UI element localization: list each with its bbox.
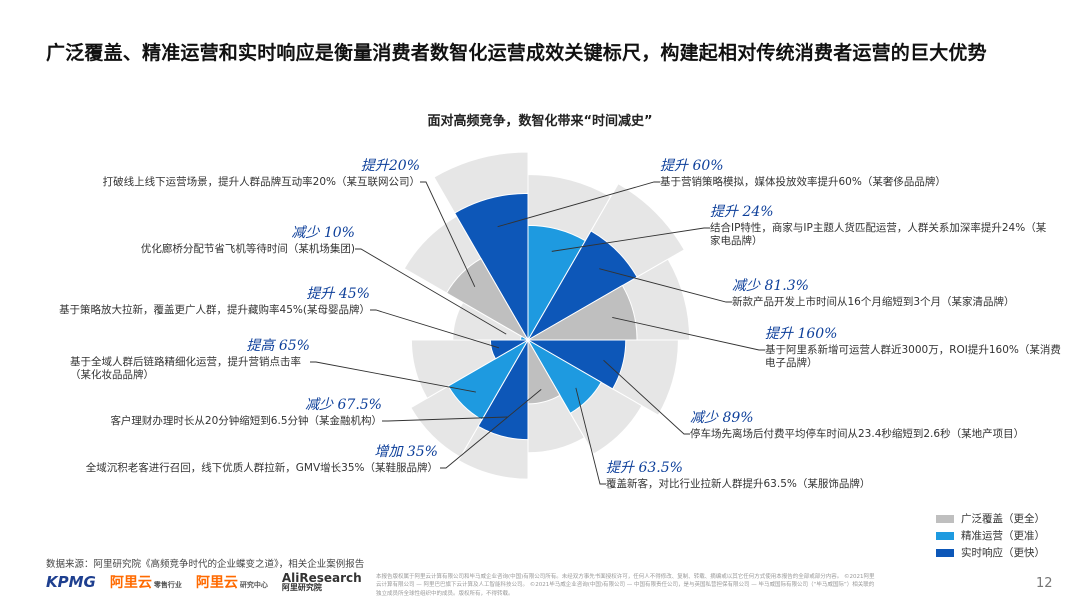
aliresearch-logo-sub: 阿里研究院 <box>281 583 322 592</box>
annotation-desc: 停车场先离场后付费平均停车时间从23.4秒缩短到2.6秒（某地产项目） <box>690 427 1025 440</box>
aliyun-logo: 阿里云 零售行业 <box>110 572 182 592</box>
annotation-6: 增加 35% 全域沉积老客进行召回，线下优质人群拉新，GMV增长35%（某鞋服品… <box>86 444 438 475</box>
annotation-desc: 客户理财办理时长从20分钟缩短到6.5分钟（某金融机构） <box>110 414 382 427</box>
leader-line-8 <box>310 361 476 393</box>
data-sector-4 <box>526 339 627 390</box>
annotation-desc: 基于策略放大拉新，覆盖更广人群，提升藏购率45%(某母婴品牌） <box>59 303 370 316</box>
page-headline: 广泛覆盖、精准运营和实时响应是衡量消费者数智化运营成效关键标尺，构建起相对传统消… <box>46 42 987 64</box>
annotation-2: 减少 81.3% 新款产品开发上市时间从16个月缩短到3个月（某家清品牌） <box>732 278 1015 309</box>
annotation-value: 减少 67.5% <box>305 397 382 413</box>
leader-line-10 <box>355 248 507 335</box>
annotation-9: 提升 45% 基于策略放大拉新，覆盖更广人群，提升藏购率45%(某母婴品牌） <box>59 286 370 317</box>
annotation-desc: 新款产品开发上市时间从16个月缩短到3个月（某家清品牌） <box>732 295 1015 308</box>
annotation-7: 减少 67.5% 客户理财办理时长从20分钟缩短到6.5分钟（某金融机构） <box>110 397 382 428</box>
annotation-10: 减少 10% 优化廊桥分配节省飞机等待时间（某机场集团) <box>141 225 355 256</box>
annotation-value: 提升 45% <box>306 286 370 302</box>
legend-item-precision: 精准运营（更准） <box>936 527 1045 544</box>
chart-title: 面对高频竞争，数智化带来“时间减史” <box>427 114 653 129</box>
leader-line-0 <box>497 181 660 228</box>
annotation-5: 提升 63.5% 覆盖新客，对比行业拉新人群提升63.5%（某服饰品牌） <box>606 460 870 491</box>
aliyun-research-logo-sub: 研究中心 <box>239 581 268 589</box>
annotation-value: 提升20% <box>360 158 420 174</box>
annotation-11: 提升20% 打破线上线下运营场景，提升人群品牌互动率20%（某互联网公司） <box>103 158 420 189</box>
leader-line-11 <box>420 181 476 288</box>
page-number: 12 <box>1036 576 1053 591</box>
data-sector-9 <box>489 339 530 360</box>
leader-line-7 <box>382 416 508 422</box>
data-sector-7 <box>477 338 529 441</box>
legend-item-realtime: 实时响应（更快） <box>936 544 1045 561</box>
annotation-desc: 打破线上线下运营场景，提升人群品牌互动率20%（某互联网公司） <box>102 175 420 188</box>
data-sector-0 <box>453 192 529 342</box>
legal-notice: 本报告版权属于阿里云计算有限公司和毕马威企业咨询(中国)有限公司所有。未经双方事… <box>376 574 875 597</box>
annotation-value: 提升 63.5% <box>606 460 683 476</box>
leader-line-3 <box>612 316 765 351</box>
legend-label: 实时响应（更快） <box>961 547 1045 559</box>
legend-swatch <box>936 548 954 557</box>
annotation-3: 提升 160% 基于阿里系新增可运营人群近3000万，ROI提升160%（某消费… <box>765 326 1065 370</box>
aliyun-logo-sub: 零售行业 <box>153 581 182 589</box>
data-sector-5 <box>526 338 602 414</box>
annotation-4: 减少 89% 停车场先离场后付费平均停车时间从23.4秒缩短到2.6秒（某地产项… <box>690 410 1024 441</box>
leader-line-6 <box>440 389 542 469</box>
annotation-0: 提升 60% 基于营销策略模拟，媒体投放效率提升60%（某奢侈品品牌） <box>660 158 946 189</box>
aliresearch-logo-text: AliResearch <box>281 571 362 585</box>
annotation-desc: 覆盖新客，对比行业拉新人群提升63.5%（某服饰品牌） <box>606 477 871 490</box>
aliresearch-logo: AliResearch 阿里研究院 <box>282 572 362 592</box>
annotation-value: 提高 65% <box>246 338 310 354</box>
legend-item-coverage: 广泛覆盖（更全） <box>936 510 1045 527</box>
aliyun-research-logo-text: 阿里云 <box>195 575 238 591</box>
annotation-value: 增加 35% <box>374 444 438 460</box>
annotation-desc: 优化廊桥分配节省飞机等待时间（某机场集团) <box>140 242 355 255</box>
legend-label: 广泛覆盖（更全） <box>961 513 1045 525</box>
annotation-value: 提升 60% <box>660 158 724 174</box>
annotation-value: 提升 160% <box>765 326 838 342</box>
aliyun-logo-text: 阿里云 <box>109 575 152 591</box>
legend-label: 精准运营（更准） <box>961 530 1045 542</box>
annotation-desc: 基于阿里系新增可运营人群近3000万，ROI提升160%（某消费电子品牌） <box>765 343 1061 369</box>
data-sector-2 <box>526 230 638 342</box>
annotation-desc: 基于营销策略模拟，媒体投放效率提升60%（某奢侈品品牌） <box>660 175 946 188</box>
data-source: 数据来源：阿里研究院《高频竞争时代的企业蝶变之道》，相关企业案例报告 <box>46 559 365 570</box>
kpmg-logo: KPMG <box>46 573 96 591</box>
annotation-desc: 基于全域人群后链路精细化运营，提升营销点击率（某化妆品品牌） <box>70 355 301 381</box>
legend-swatch <box>936 531 954 540</box>
annotation-value: 减少 81.3% <box>732 278 809 294</box>
annotation-value: 减少 89% <box>690 410 754 426</box>
footer-logos: KPMG 阿里云 零售行业 阿里云 研究中心 AliResearch 阿里研究院 <box>46 572 362 592</box>
data-sector-11 <box>445 257 530 342</box>
data-sector-8 <box>447 338 530 421</box>
annotation-desc: 全域沉积老客进行召回，线下优质人群拉新，GMV增长35%（某鞋服品牌） <box>85 461 438 474</box>
leader-line-5 <box>575 387 606 485</box>
legend-swatch <box>936 514 954 523</box>
annotation-value: 减少 10% <box>291 225 355 241</box>
leader-line-4 <box>603 359 690 435</box>
leader-line-9 <box>370 309 500 349</box>
annotation-1: 提升 24% 结合IP特性，商家与IP主题人货匹配运营，人群关系加深率提升24%… <box>710 204 1050 248</box>
annotation-value: 提升 24% <box>710 204 774 220</box>
leader-line-1 <box>551 227 710 252</box>
chart-legend: 广泛覆盖（更全） 精准运营（更准） 实时响应（更快） <box>936 510 1045 561</box>
annotation-desc: 结合IP特性，商家与IP主题人货匹配运营，人群关系加深率提升24%（某家电品牌） <box>710 221 1047 247</box>
leader-line-2 <box>599 268 732 303</box>
annotation-8: 提高 65% 基于全域人群后链路精细化运营，提升营销点击率（某化妆品品牌） <box>70 338 310 382</box>
data-sector-3 <box>526 284 638 341</box>
aliyun-research-logo: 阿里云 研究中心 <box>196 572 268 592</box>
